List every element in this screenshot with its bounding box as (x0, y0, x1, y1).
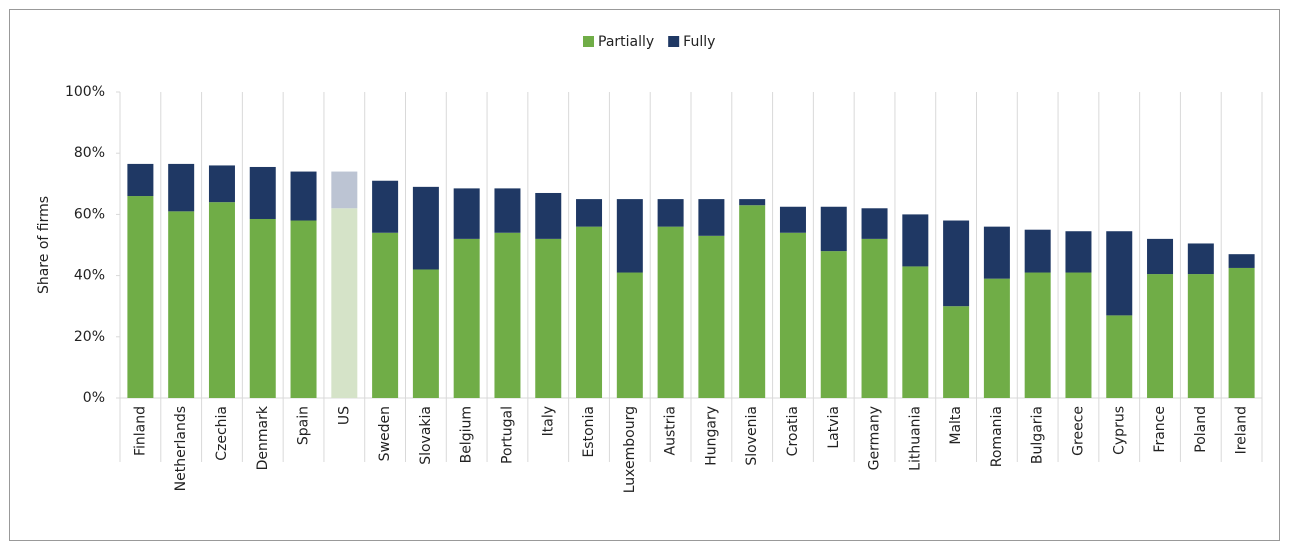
bar-segment (576, 199, 603, 227)
x-tick-label: France (1152, 406, 1168, 453)
x-tick-label: Cyprus (1111, 406, 1127, 455)
bar-segment (779, 206, 806, 233)
x-tick-label: Germany (867, 406, 883, 470)
bar-segment (616, 199, 643, 273)
bar-segment (535, 238, 562, 398)
y-axis-label: Share of firms (36, 196, 52, 294)
bar-segment (494, 188, 521, 233)
bar-segment (1106, 315, 1133, 398)
bar-segment (372, 232, 399, 398)
bar-segment (739, 205, 766, 398)
bar-segment (983, 226, 1010, 279)
bar-segment (1147, 238, 1174, 275)
x-tick-label: Greece (1070, 406, 1086, 456)
x-tick-label: Spain (296, 406, 312, 445)
bar-segment (168, 163, 195, 212)
bar-segment (1228, 267, 1255, 398)
bar-segment (372, 180, 399, 233)
legend-label: Fully (683, 34, 715, 50)
x-tick-label: Romania (989, 406, 1005, 467)
bar-segment (983, 278, 1010, 398)
x-tick-label: Czechia (214, 406, 230, 461)
bar-segment (249, 166, 276, 219)
bar-segment (698, 199, 725, 236)
bar-segment (943, 220, 970, 307)
x-tick-label: Sweden (377, 406, 393, 461)
bar-segment (290, 220, 317, 398)
bar-segment (576, 226, 603, 398)
bar-segment (739, 199, 766, 206)
x-tick-label: Ireland (1234, 406, 1250, 454)
bar-segment (1106, 231, 1133, 316)
x-tick-label: Bulgaria (1030, 406, 1046, 464)
bar-segment (168, 211, 195, 398)
x-tick-label: Austria (663, 406, 679, 455)
bar-segment (1024, 229, 1051, 273)
bar-segment (820, 206, 847, 252)
y-tick-label: 0% (83, 390, 105, 406)
bar-segment (1187, 274, 1214, 398)
x-tick-label: Hungary (703, 406, 719, 466)
bar-segment (657, 226, 684, 398)
bar-segment (861, 208, 888, 239)
x-tick-label: Denmark (255, 405, 271, 470)
bar-segment (208, 202, 235, 398)
x-tick-label: Belgium (459, 406, 475, 463)
bar-segment (1147, 274, 1174, 398)
legend-swatch (583, 36, 594, 47)
bar-segment (1065, 272, 1092, 398)
x-tick-label: Netherlands (173, 406, 189, 491)
bar-segment (1187, 243, 1214, 275)
x-tick-label: Latvia (826, 406, 842, 449)
x-tick-label: Estonia (581, 406, 597, 458)
x-tick-label: Slovenia (744, 406, 760, 466)
bar-segment (453, 238, 480, 398)
x-tick-label: Poland (1193, 406, 1209, 453)
bar-segment (616, 272, 643, 398)
x-tick-label: US (336, 406, 352, 425)
bar-segment (820, 251, 847, 398)
bar-segment (208, 165, 235, 203)
bar-segment (902, 214, 929, 267)
bar-segment (453, 188, 480, 239)
x-tick-label: Italy (540, 406, 556, 436)
bar-segment (1024, 272, 1051, 398)
bar-segment (535, 192, 562, 239)
bar-segment (698, 235, 725, 398)
bar-segment (902, 266, 929, 398)
x-tick-label: Croatia (785, 406, 801, 456)
y-tick-label: 40% (74, 268, 105, 284)
x-tick-label: Slovakia (418, 406, 434, 465)
bar-segment (331, 208, 358, 398)
bar-segment (249, 218, 276, 398)
bar-segment (779, 232, 806, 398)
bar-segment (127, 196, 154, 398)
bar-segment (657, 199, 684, 227)
bar-segment (412, 186, 439, 270)
x-tick-label: Portugal (499, 406, 515, 464)
bar-segment (861, 238, 888, 398)
legend-swatch (668, 36, 680, 47)
bar-segment (412, 269, 439, 398)
y-tick-label: 100% (65, 84, 105, 100)
legend-label: Partially (598, 34, 654, 50)
y-tick-label: 80% (74, 145, 105, 161)
bar-segment (1228, 254, 1255, 268)
bar-segment (494, 232, 521, 398)
x-tick-label: Luxembourg (622, 406, 638, 493)
bar-segment (1065, 231, 1092, 273)
y-tick-label: 60% (74, 206, 105, 222)
x-tick-label: Finland (132, 406, 148, 456)
bar-segment (127, 163, 154, 197)
bar-segment (331, 171, 358, 209)
bar-segment (943, 306, 970, 398)
x-tick-label: Lithuania (907, 406, 923, 471)
x-tick-label: Malta (948, 406, 964, 445)
bar-segment (290, 171, 317, 221)
y-tick-label: 20% (74, 329, 105, 345)
